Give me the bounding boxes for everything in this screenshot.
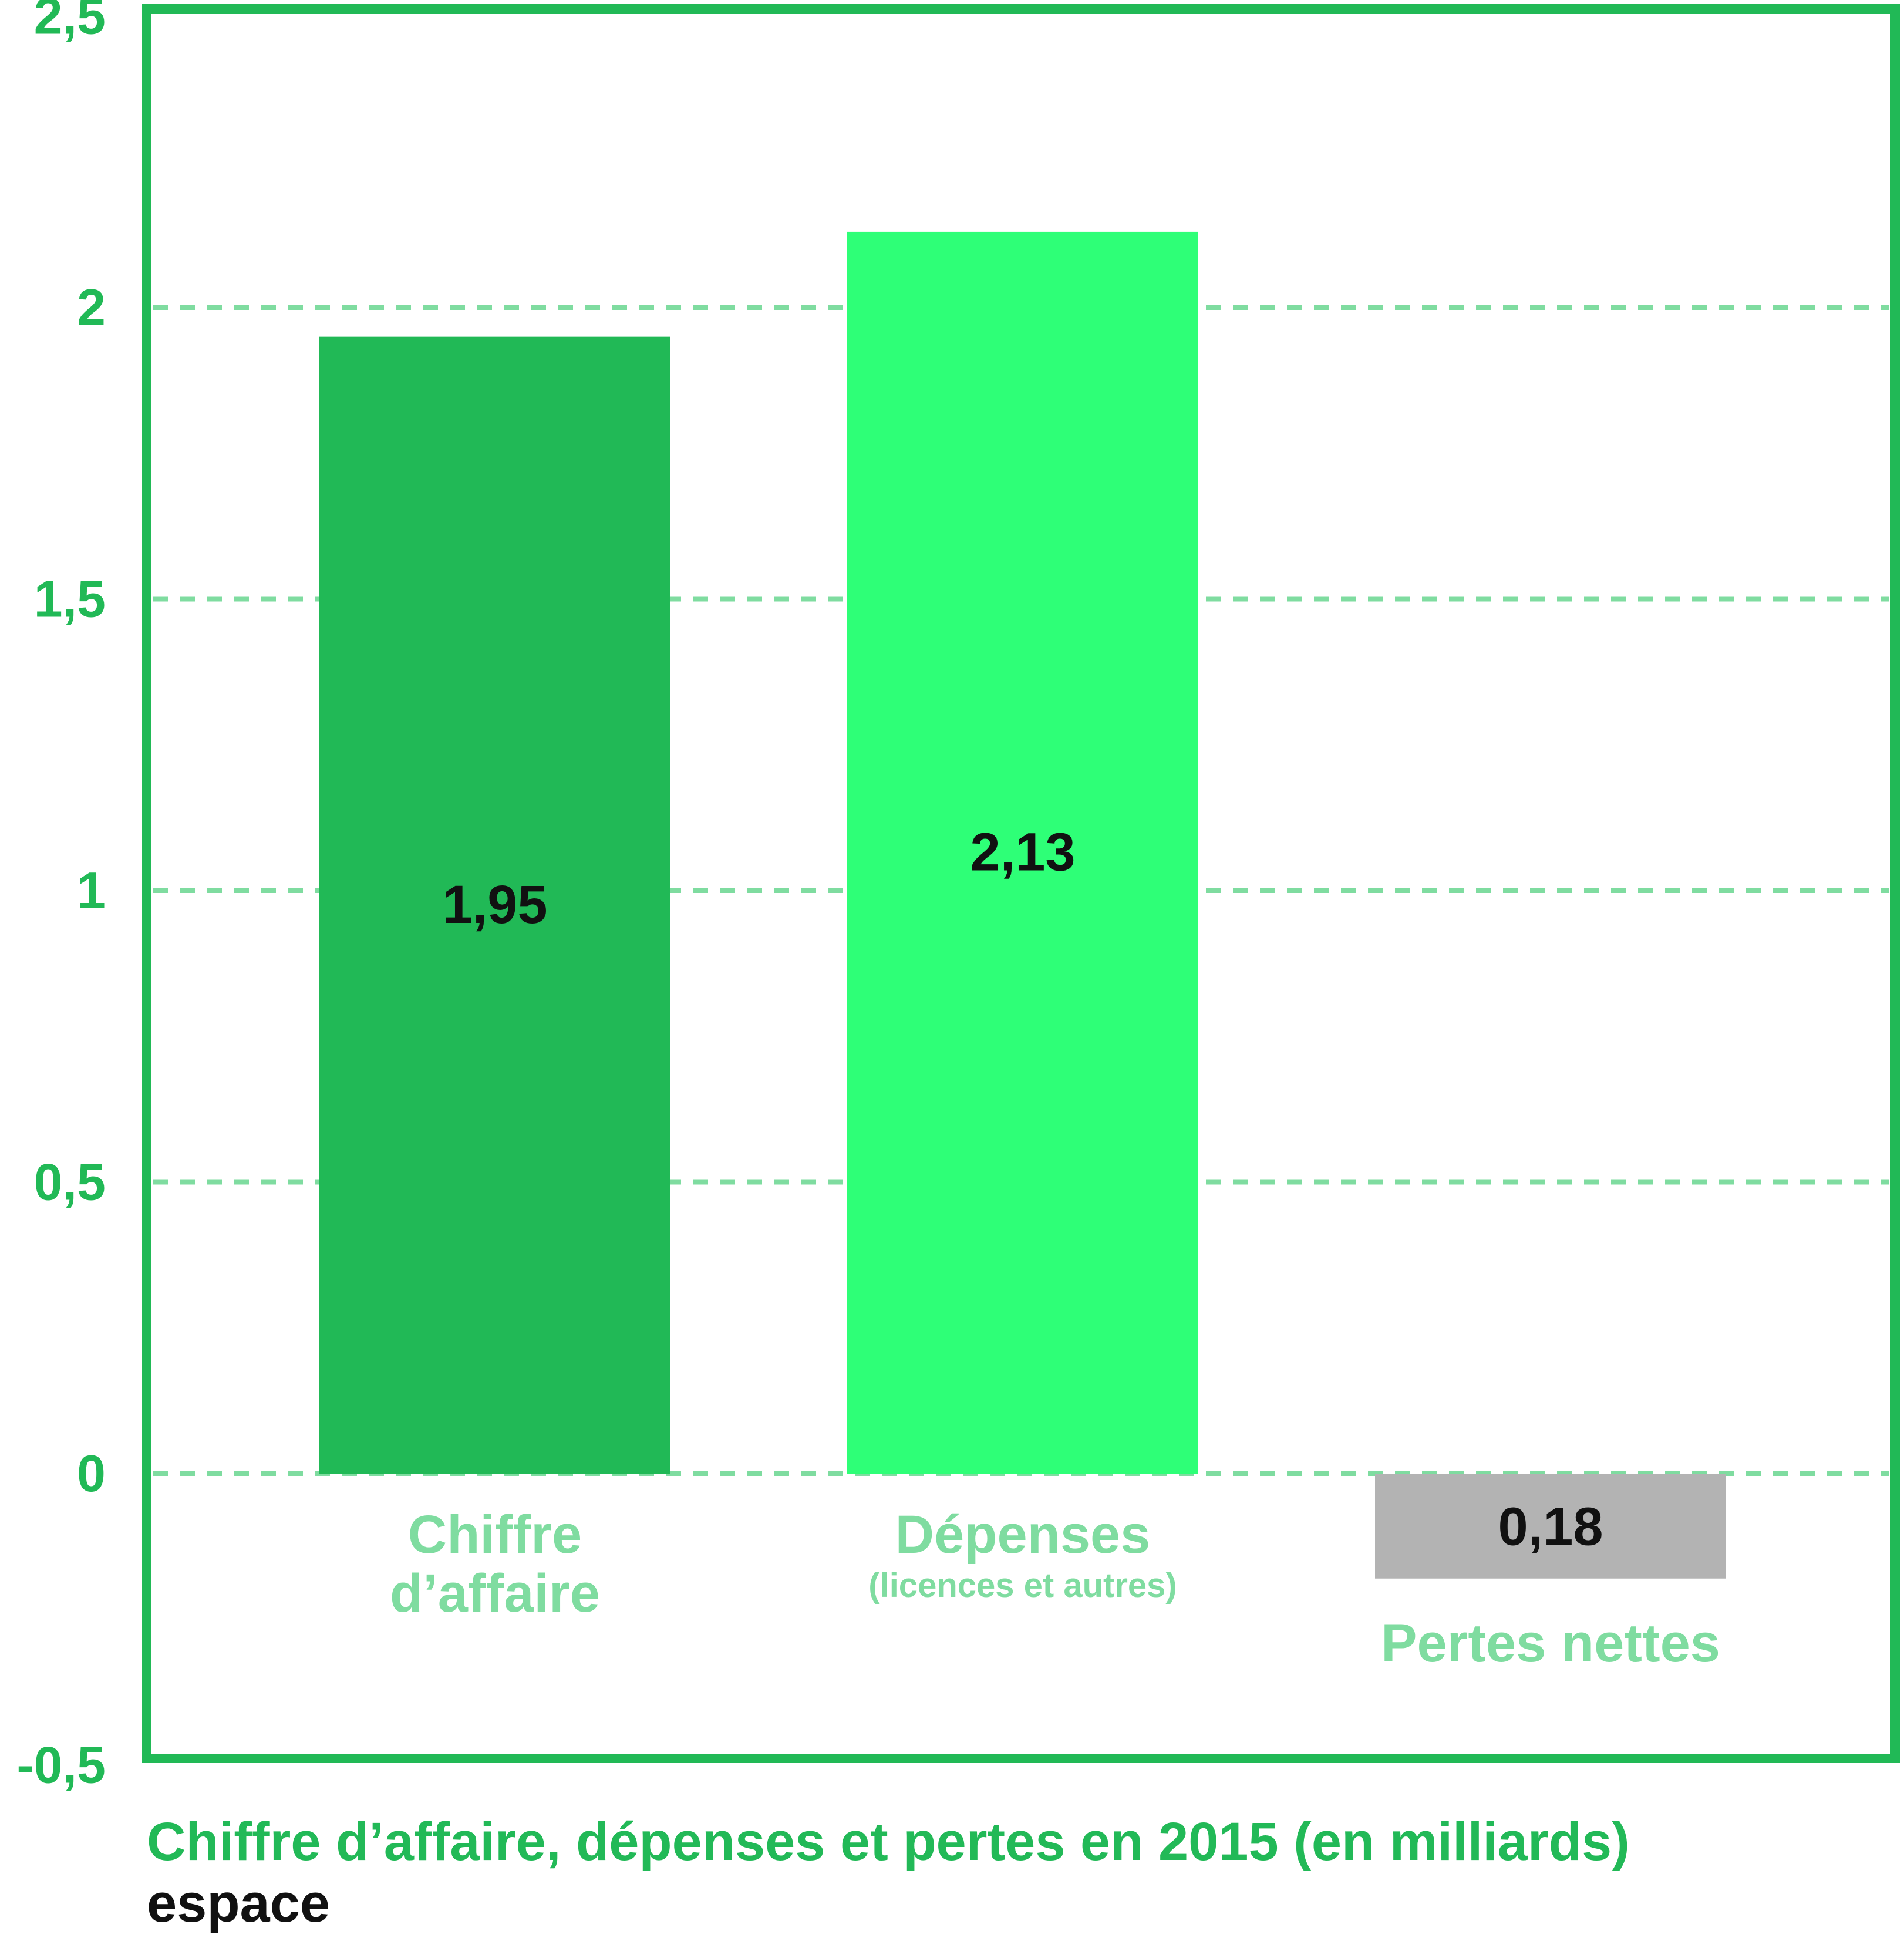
category-label: d’affaire — [390, 1563, 600, 1623]
y-tick-label: 1 — [77, 861, 106, 919]
y-tick-label: -0,5 — [16, 1736, 106, 1794]
source-label: espace — [147, 1873, 331, 1933]
bars — [319, 231, 1726, 1579]
category-label: Chiffre — [408, 1505, 582, 1565]
bar-value-label: 1,95 — [442, 875, 547, 935]
category-label: Pertes nettes — [1381, 1613, 1720, 1673]
category-sublabel: (licences et autres) — [868, 1566, 1177, 1605]
plot-frame — [142, 4, 1900, 1763]
bar — [847, 231, 1198, 1474]
y-tick-label: 2 — [77, 278, 106, 336]
chart-title: Chiffre d’affaire, dépenses et pertes en… — [147, 1812, 1630, 1872]
bar-value-label: 2,13 — [970, 822, 1075, 882]
bar — [1375, 1474, 1726, 1579]
y-tick-label: 2,5 — [34, 0, 106, 45]
category-label: Dépenses — [895, 1505, 1151, 1565]
y-tick-label: 0 — [77, 1444, 106, 1502]
y-tick-label: 1,5 — [34, 570, 106, 628]
bar-value-label: 0,18 — [1498, 1497, 1603, 1556]
y-tick-label: 0,5 — [34, 1153, 106, 1211]
labels: 2,5 2 1,5 1 0,5 0 -0,5 1,95 2,13 0,18 Chiffred’aff… — [16, 0, 1720, 1794]
bar — [319, 336, 670, 1474]
